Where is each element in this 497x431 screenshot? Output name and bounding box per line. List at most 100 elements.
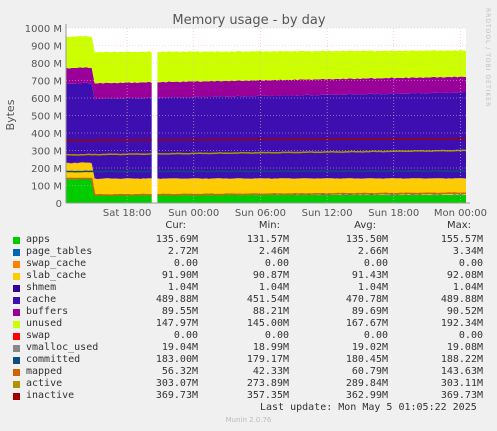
legend-max: 155.57M [440,234,483,245]
legend-min: 2.46M [258,246,289,257]
legend-min: 179.17M [246,354,289,365]
legend-avg: 470.78M [345,294,388,305]
legend-cur: 91.90M [161,270,198,281]
area-unused-0 [66,35,152,84]
legend-cur: 135.69M [155,234,198,245]
area-slab_cache-1 [157,178,466,195]
legend-swatch [13,237,20,244]
x-tick-label: Sun 18:00 [368,208,419,218]
legend-min: 0.00 [264,330,289,341]
legend-max: 1.04M [452,282,483,293]
y-tick-labels: 0 100 M 200 M 300 M 400 M 500 M 600 M 700 M 800 … [25,24,62,210]
legend-swatch [13,261,20,268]
legend-avg: 289.84M [345,378,388,389]
legend-cur: 2.72M [167,246,198,257]
legend-max: 143.63M [440,366,483,377]
legend-max: 3.34M [452,246,483,257]
legend-cur: 369.73M [155,390,198,401]
legend-max: 303.11M [440,378,483,389]
y-tick-label: 900 M [31,42,62,53]
legend-name: mapped [26,366,63,377]
y-tick-label: 800 M [31,59,62,70]
x-tick-labels: Sat 18:00 Sun 00:00 Sun 06:00 Sun 12:00 Sun … [103,208,487,218]
legend-row-shmem: shmem 1.04M 1.04M 1.04M 1.04M [0,282,497,294]
legend-cur: 0.00 [173,330,198,341]
y-tick-label: 200 M [31,164,62,175]
legend-name: swap_cache [26,258,87,269]
legend-cur: 19.04M [161,342,198,353]
legend-swatch [13,249,20,256]
legend-max: 92.08M [446,270,483,281]
legend-swatch [13,297,20,304]
legend-min: 88.21M [252,306,289,317]
legend-min: 273.89M [246,378,289,389]
header-avg: Avg: [354,220,376,231]
area-page_tables-1 [157,194,466,196]
legend-min: 90.87M [252,270,289,281]
legend-max: 0.00 [458,330,483,341]
legend-name: page_tables [26,246,93,257]
legend-swatch [13,369,20,376]
legend-min: 42.33M [252,366,289,377]
area-unused-1 [157,50,466,83]
legend-row-committed: committed 183.00M 179.17M 180.45M 188.22M [0,354,497,366]
y-tick-label: 500 M [31,112,62,123]
legend-name: active [26,378,63,389]
y-tick-label: 0 [56,199,62,210]
legend-max: 192.34M [440,318,483,329]
memory-chart: Memory usage - by day Bytes 0 100 M 200 M 3… [4,13,487,218]
x-tick-label: Sun 12:00 [302,208,353,218]
legend-swatch [13,333,20,340]
area-apps-1 [157,194,466,203]
legend-swatch [13,285,20,292]
line-inactive-0 [65,138,152,142]
legend-avg: 60.79M [351,366,388,377]
legend-cur: 147.97M [155,318,198,329]
y-tick-label: 400 M [31,129,62,140]
legend-swatch [13,357,20,364]
munin-credit: Munin 2.0.76 [225,416,272,424]
line-mapped-1 [157,192,467,196]
legend-name: buffers [26,306,69,317]
legend-name: apps [26,234,51,245]
x-tick-label: Sat 18:00 [103,208,151,218]
legend-row-cache: cache 489.88M 451.54M 470.78M 489.88M [0,294,497,306]
legend-row-mapped: mapped 56.32M 42.33M 60.79M 143.63M [0,366,497,378]
header-min: Min: [258,220,280,231]
legend-row-vmalloc_used: vmalloc_used 19.04M 18.99M 19.02M 19.08M [0,342,497,354]
rrdtool-credit: RRDTOOL / TOBI OETIKER [484,8,491,108]
area-cache-1 [157,92,466,179]
legend-min: 357.35M [246,390,289,401]
grid-lines [65,24,470,204]
header-max: Max: [446,220,471,231]
legend-max: 19.08M [446,342,483,353]
legend-avg: 362.99M [345,390,388,401]
legend-swatch [13,309,20,316]
legend-swatch [13,393,20,400]
legend-min: 145.00M [246,318,289,329]
legend-avg: 19.02M [351,342,388,353]
legend-avg: 0.00 [363,330,388,341]
legend-avg: 1.04M [357,282,388,293]
last-update: Last update: Mon May 5 01:05:22 2025 [260,402,477,413]
legend-max: 369.73M [440,390,483,401]
legend-cur: 0.00 [173,258,198,269]
legend-min: 451.54M [246,294,289,305]
legend-name: shmem [26,282,57,293]
chart-title: Memory usage - by day [172,13,325,28]
y-axis-label: Bytes [4,99,17,130]
line-committed-0 [65,170,152,173]
y-tick-label: 600 M [31,94,62,105]
legend-row-apps: apps 135.69M 131.57M 135.50M 155.57M [0,234,497,246]
legend-cur: 89.55M [161,306,198,317]
legend-name: swap [26,330,51,341]
x-tick-label: Sun 00:00 [168,208,219,218]
legend-max: 489.88M [440,294,483,305]
legend-row-slab_cache: slab_cache 91.90M 90.87M 91.43M 92.08M [0,270,497,282]
legend-avg: 91.43M [351,270,388,281]
legend-row-swap_cache: swap_cache 0.00 0.00 0.00 0.00 [0,258,497,270]
header-cur: Cur: [165,220,186,231]
legend-cur: 56.32M [161,366,198,377]
legend-min: 18.99M [252,342,289,353]
y-tick-label: 100 M [31,182,62,193]
